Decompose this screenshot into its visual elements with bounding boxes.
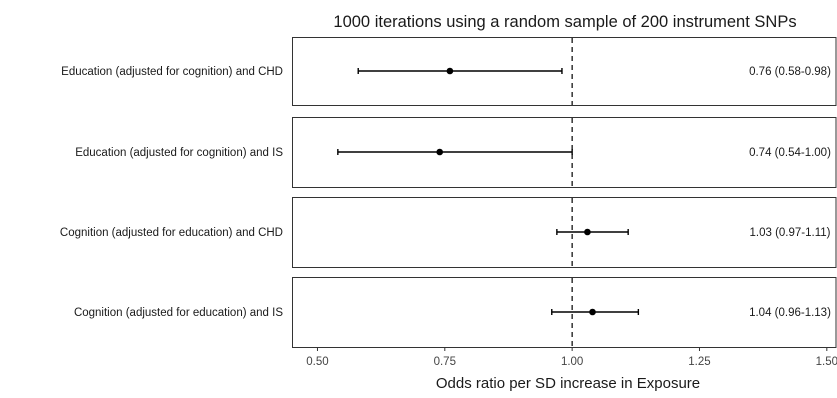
estimate-text: 1.04 (0.96-1.13): [749, 307, 831, 319]
panel-border: [292, 117, 837, 188]
x-tick-label: 1.25: [688, 356, 710, 368]
x-axis: 0.50 0.75 1.00 1.25 1.50: [306, 347, 837, 368]
x-tick-label: 0.50: [306, 356, 328, 368]
panels: Education (adjusted for cognition) and C…: [60, 37, 837, 348]
panel-row: Cognition (adjusted for education) and I…: [74, 277, 837, 348]
panel-row: Education (adjusted for cognition) and C…: [61, 37, 837, 106]
row-label: Education (adjusted for cognition) and C…: [61, 66, 283, 78]
panel-border: [292, 277, 837, 348]
point-estimate: [446, 67, 454, 75]
estimate-text: 0.76 (0.58-0.98): [749, 66, 831, 78]
panel-row: Education (adjusted for cognition) and I…: [75, 117, 837, 188]
panel-row: Cognition (adjusted for education) and C…: [60, 197, 837, 268]
panel-border: [292, 37, 837, 106]
x-tick-label: 0.75: [434, 356, 456, 368]
point-estimate: [436, 148, 444, 156]
point-estimate: [589, 308, 596, 316]
chart-title: 1000 iterations using a random sample of…: [333, 13, 796, 31]
estimate-text: 1.03 (0.97-1.11): [750, 227, 831, 239]
x-tick-label: 1.00: [561, 356, 583, 368]
row-label: Education (adjusted for cognition) and I…: [75, 147, 283, 159]
estimate-text: 0.74 (0.54-1.00): [749, 147, 831, 159]
row-label: Cognition (adjusted for education) and C…: [60, 227, 283, 239]
x-axis-label: Odds ratio per SD increase in Exposure: [436, 375, 700, 392]
x-tick-label: 1.50: [816, 356, 837, 368]
panel-border: [292, 197, 837, 268]
point-estimate: [584, 228, 591, 236]
row-label: Cognition (adjusted for education) and I…: [74, 307, 283, 319]
